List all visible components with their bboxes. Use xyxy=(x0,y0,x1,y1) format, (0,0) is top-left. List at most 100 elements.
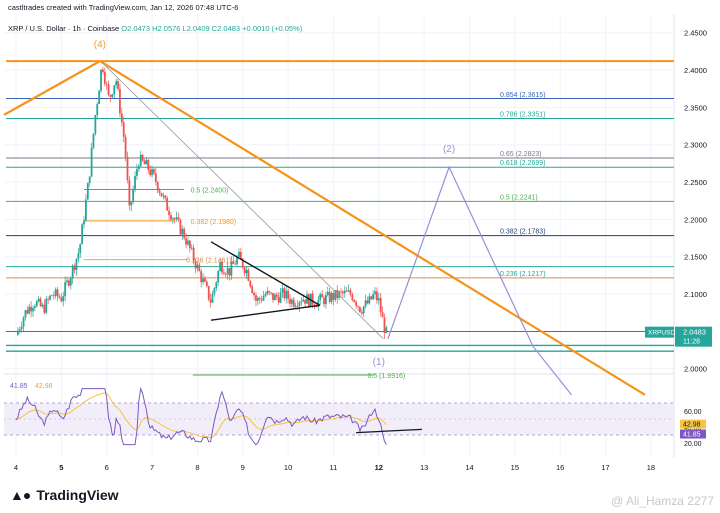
candle-body xyxy=(266,291,269,295)
candle-body xyxy=(353,300,356,302)
candle-body xyxy=(294,305,297,307)
candle-body xyxy=(18,329,21,331)
rsi-tick-label: 20.00 xyxy=(684,441,702,448)
candle-body xyxy=(130,201,133,206)
candle-body xyxy=(317,299,320,307)
rsi-value-tag xyxy=(680,429,706,439)
price-tick-label: 2.4500 xyxy=(684,29,707,38)
candle-body xyxy=(217,271,220,283)
candle-body xyxy=(175,217,178,220)
candle-body xyxy=(113,85,116,95)
candle-series xyxy=(16,66,388,339)
candle-body xyxy=(103,72,106,84)
candle-body xyxy=(173,218,176,220)
candle-body xyxy=(52,295,55,297)
symbol-line: XRP / U.S. Dollar · 1h · Coinbase O2.047… xyxy=(8,24,302,33)
candle-body xyxy=(28,306,31,314)
fib-label-right: 0.65 (2.2823) xyxy=(500,151,542,158)
countdown-value: 11:28 xyxy=(683,339,700,346)
candle-body xyxy=(16,330,19,336)
candle-body xyxy=(49,295,51,300)
candle-body xyxy=(143,160,146,165)
candle-body xyxy=(85,199,87,221)
candle-body xyxy=(351,294,354,301)
candle-body xyxy=(181,228,184,235)
candle-body xyxy=(260,299,263,301)
candle-body xyxy=(86,183,89,200)
time-tick-label: 12 xyxy=(375,463,383,472)
candle-body xyxy=(126,157,129,181)
candle-body xyxy=(107,84,110,95)
price-tick-label: 2.2500 xyxy=(684,178,707,187)
candle-body xyxy=(26,310,29,314)
triangle-lower-line xyxy=(210,304,320,321)
candle-body xyxy=(117,81,119,89)
time-tick-label: 14 xyxy=(465,463,473,472)
candle-body xyxy=(192,247,195,261)
candle-body xyxy=(179,219,182,235)
candle-body xyxy=(136,169,138,176)
candle-body xyxy=(96,103,99,116)
price-tick-label: 2.3500 xyxy=(684,103,707,112)
candle-body xyxy=(334,289,337,300)
candle-body xyxy=(343,290,346,294)
price-tick-label: 2.0000 xyxy=(684,365,707,374)
fib-label-lower: 0.5 (1.9916) xyxy=(367,373,405,380)
candle-body xyxy=(132,189,135,202)
candle-body xyxy=(94,115,97,134)
candle-body xyxy=(272,292,274,301)
candle-body xyxy=(51,295,53,297)
candle-body xyxy=(111,94,114,97)
fib-label-right: 0.236 (2.1217) xyxy=(500,271,546,278)
descending-trend-line xyxy=(99,60,646,396)
candle-body xyxy=(270,292,272,294)
candle-body xyxy=(306,294,308,304)
candle-body xyxy=(341,291,344,294)
time-tick-label: 4 xyxy=(14,463,18,472)
fib-label-right: 0.854 (2.3615) xyxy=(500,92,546,99)
candle-body xyxy=(279,292,282,303)
candle-body xyxy=(200,271,203,283)
candle-body xyxy=(302,299,305,302)
candle-body xyxy=(377,298,380,301)
candle-body xyxy=(298,302,301,307)
candle-body xyxy=(307,294,310,307)
candle-body xyxy=(209,299,212,303)
candle-body xyxy=(345,290,348,292)
candle-body xyxy=(264,294,267,297)
candle-body xyxy=(66,280,68,283)
candle-body xyxy=(56,289,59,297)
candle-body xyxy=(370,296,373,300)
tradingview-logo[interactable]: ▲● TradingView xyxy=(10,487,119,503)
chart-credit: castltrades created with TradingView.com… xyxy=(8,3,239,12)
candle-body xyxy=(124,136,127,158)
symbol-tag xyxy=(645,326,674,338)
candle-body xyxy=(177,217,180,220)
ohlc-values: O2.0473 H2.0576 L2.0409 C2.0483 +0.0010 … xyxy=(121,24,303,33)
candle-body xyxy=(292,299,295,307)
candle-body xyxy=(256,297,259,301)
candle-body xyxy=(188,240,191,249)
brand-label: TradingView xyxy=(36,487,119,503)
candle-body xyxy=(88,176,91,184)
candle-body xyxy=(368,296,371,304)
wave-label: (1) xyxy=(373,357,385,368)
candle-body xyxy=(230,261,233,276)
candle-body xyxy=(277,296,280,303)
time-tick-label: 17 xyxy=(601,463,609,472)
candle-body xyxy=(213,288,216,294)
candle-body xyxy=(275,294,278,297)
candle-body xyxy=(73,265,76,271)
trend-line-up xyxy=(3,60,101,116)
candle-body xyxy=(364,300,367,307)
rsi-line xyxy=(15,386,387,446)
candle-body xyxy=(219,262,221,272)
time-tick-label: 18 xyxy=(647,463,655,472)
candle-body xyxy=(77,253,80,259)
candle-body xyxy=(20,326,23,330)
triangle-upper-line xyxy=(210,241,321,306)
candle-body xyxy=(75,258,78,271)
candle-body xyxy=(290,299,293,304)
time-tick-label: 9 xyxy=(241,463,245,472)
